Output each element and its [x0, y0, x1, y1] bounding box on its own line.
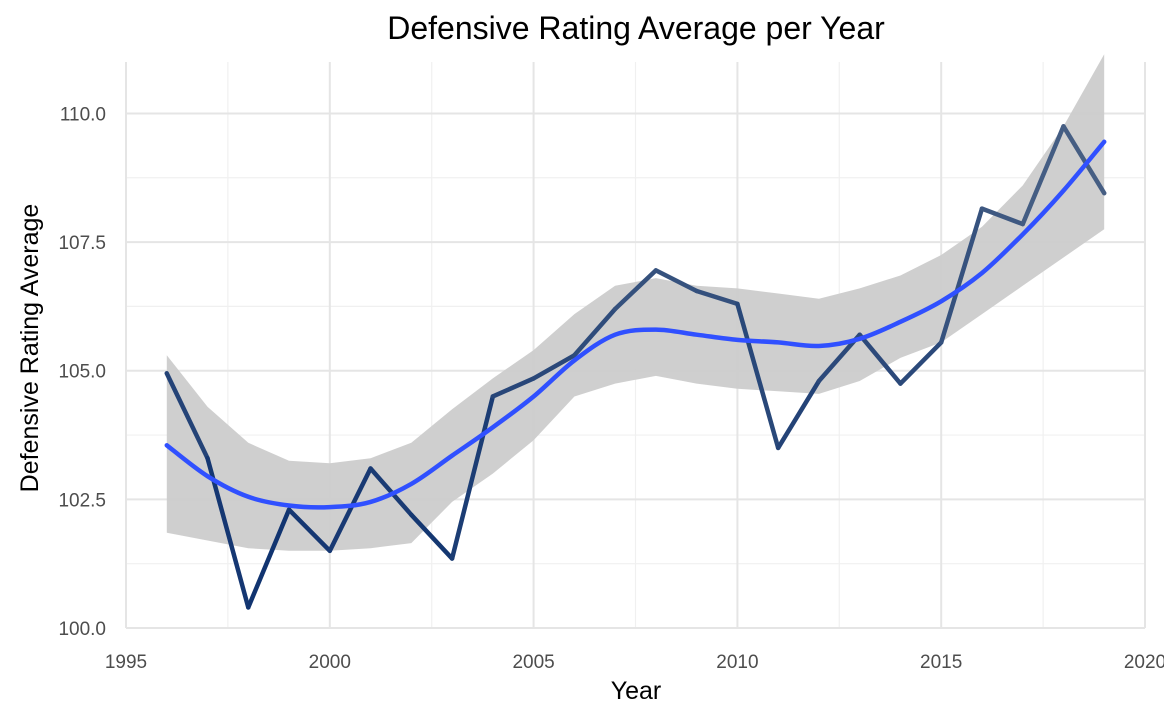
trend-line-layer — [164, 139, 1107, 510]
trend-line — [164, 139, 1107, 510]
x-tick-label: 1995 — [105, 652, 147, 673]
chart-title: Defensive Rating Average per Year — [387, 10, 885, 46]
data-line-segment — [490, 376, 536, 399]
confidence-band — [166, 54, 1105, 551]
data-line-segment — [164, 371, 210, 461]
data-line-segment — [735, 301, 781, 451]
data-line-segment — [1061, 124, 1107, 196]
x-axis-title: Year — [611, 677, 662, 705]
x-tick-label: 2005 — [512, 652, 554, 673]
data-line-segment — [653, 268, 699, 294]
y-tick-label: 107.5 — [58, 233, 106, 254]
data-line-segment — [531, 353, 577, 381]
data-line-segment — [449, 394, 496, 561]
confidence-band-layer — [166, 54, 1105, 551]
x-tick-label: 2000 — [309, 652, 351, 673]
data-line-segment — [857, 332, 903, 386]
data-line-segment — [572, 306, 618, 358]
y-axis-title: Defensive Rating Average — [16, 204, 44, 493]
y-tick-label: 102.5 — [58, 490, 106, 511]
data-line-segment — [409, 512, 455, 561]
x-tick-label: 2010 — [716, 652, 758, 673]
y-tick-label: 105.0 — [58, 362, 106, 383]
data-line-segment — [286, 507, 333, 554]
data-line-segment — [246, 507, 292, 610]
y-tick-label: 100.0 — [58, 619, 106, 640]
data-line-segment — [979, 206, 1025, 227]
data-line-segment — [327, 466, 373, 554]
y-tick-label: 110.0 — [60, 104, 106, 125]
data-line-segment — [1020, 124, 1066, 227]
x-axis-ticks: 1995 2000 2005 2010 2015 2020 — [105, 652, 1164, 673]
data-line-segment — [205, 455, 251, 610]
y-axis-ticks: 100.0 102.5 105.0 107.5 110.0 — [58, 104, 106, 640]
data-line-segment — [612, 268, 659, 312]
x-tick-label: 2020 — [1124, 652, 1164, 673]
data-line-layer — [164, 124, 1107, 610]
data-line-segment — [898, 340, 944, 386]
data-line-segment — [775, 378, 822, 451]
data-line-segment — [368, 466, 414, 518]
x-tick-label: 2015 — [920, 652, 962, 673]
data-line-segment — [694, 288, 740, 307]
data-line-segment — [938, 206, 985, 345]
